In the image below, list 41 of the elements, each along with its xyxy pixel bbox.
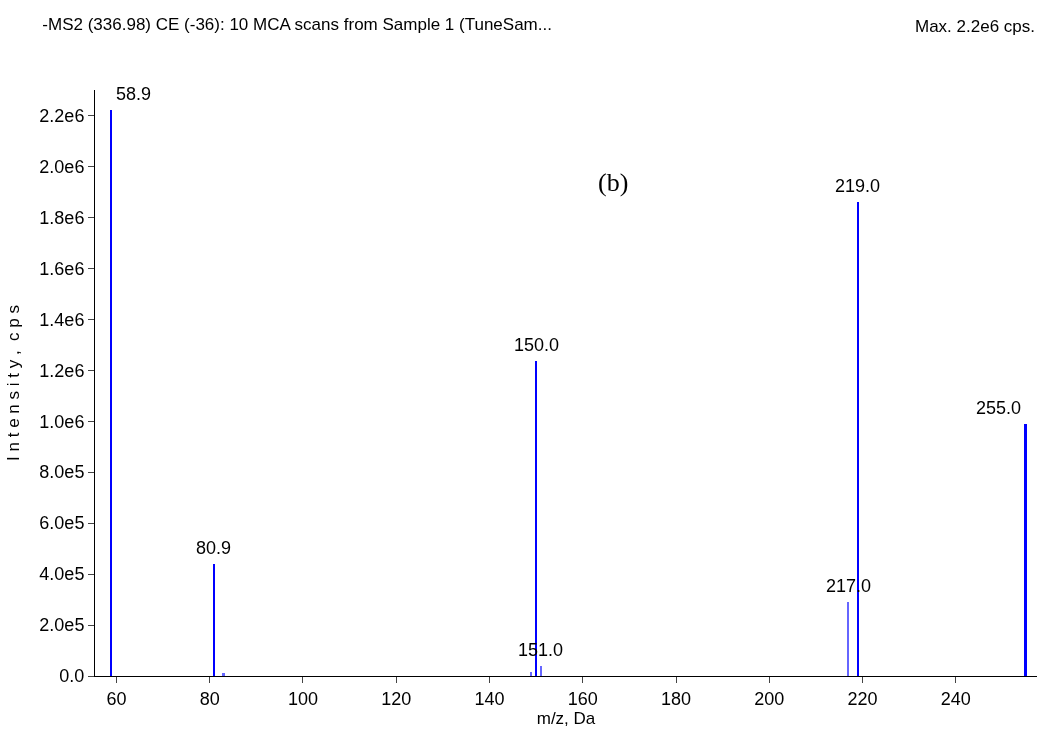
bar [110,110,112,676]
bar [213,564,215,676]
annotation: 150.0 [514,335,560,355]
y-tick-label: 8.0e5 [39,462,85,483]
y-tick-label: 2.0e5 [39,615,85,636]
y-tick-label: 0.0 [59,666,85,687]
y-tick-label: 6.0e5 [39,513,85,534]
x-tick-label: 200 [754,688,785,709]
chart-title: -MS2 (336.98) CE (-36): 10 MCA scans from Sample 1 (TuneSam... [42,15,552,35]
annotation: 219.0 [835,176,881,196]
y-tick-label: 4.0e5 [39,564,85,585]
annotation: 58.9 [116,84,152,104]
text: Max. 2.2e6 cps. [915,17,1036,36]
bar [540,666,542,676]
x-tick-label: 240 [940,688,971,709]
annotation: 80.9 [196,538,232,558]
x-tick-label: 140 [474,688,505,709]
y-tick-label: 1.8e6 [39,207,85,228]
bar [535,361,537,676]
x-tick-label: 160 [567,688,598,709]
y-tick-label: 2.0e6 [39,156,85,177]
annotation: (b) [598,168,629,197]
bar [1024,424,1027,676]
x-tick-label: 180 [661,688,692,709]
x-axis-title: m/z, Da [536,708,596,728]
y-tick-label: 1.2e6 [39,360,85,381]
annotation: 255.0 [976,398,1022,418]
x-tick-label: 60 [106,688,127,709]
bar [857,202,859,676]
y-tick-label: 1.0e6 [39,411,85,432]
x-tick-label: 100 [287,688,319,709]
x-tick-label: 220 [847,688,878,709]
bar [847,602,849,676]
y-axis-title: I n t e n s i t y , c p s [3,305,23,461]
x-tick-label: 120 [381,688,412,709]
y-tick-label: 1.4e6 [39,309,85,330]
bar [222,673,225,676]
x-tick-label: 80 [199,688,220,709]
bar [530,672,532,676]
y-tick-label: 2.2e6 [39,105,85,126]
y-tick-label: 1.6e6 [39,258,85,279]
